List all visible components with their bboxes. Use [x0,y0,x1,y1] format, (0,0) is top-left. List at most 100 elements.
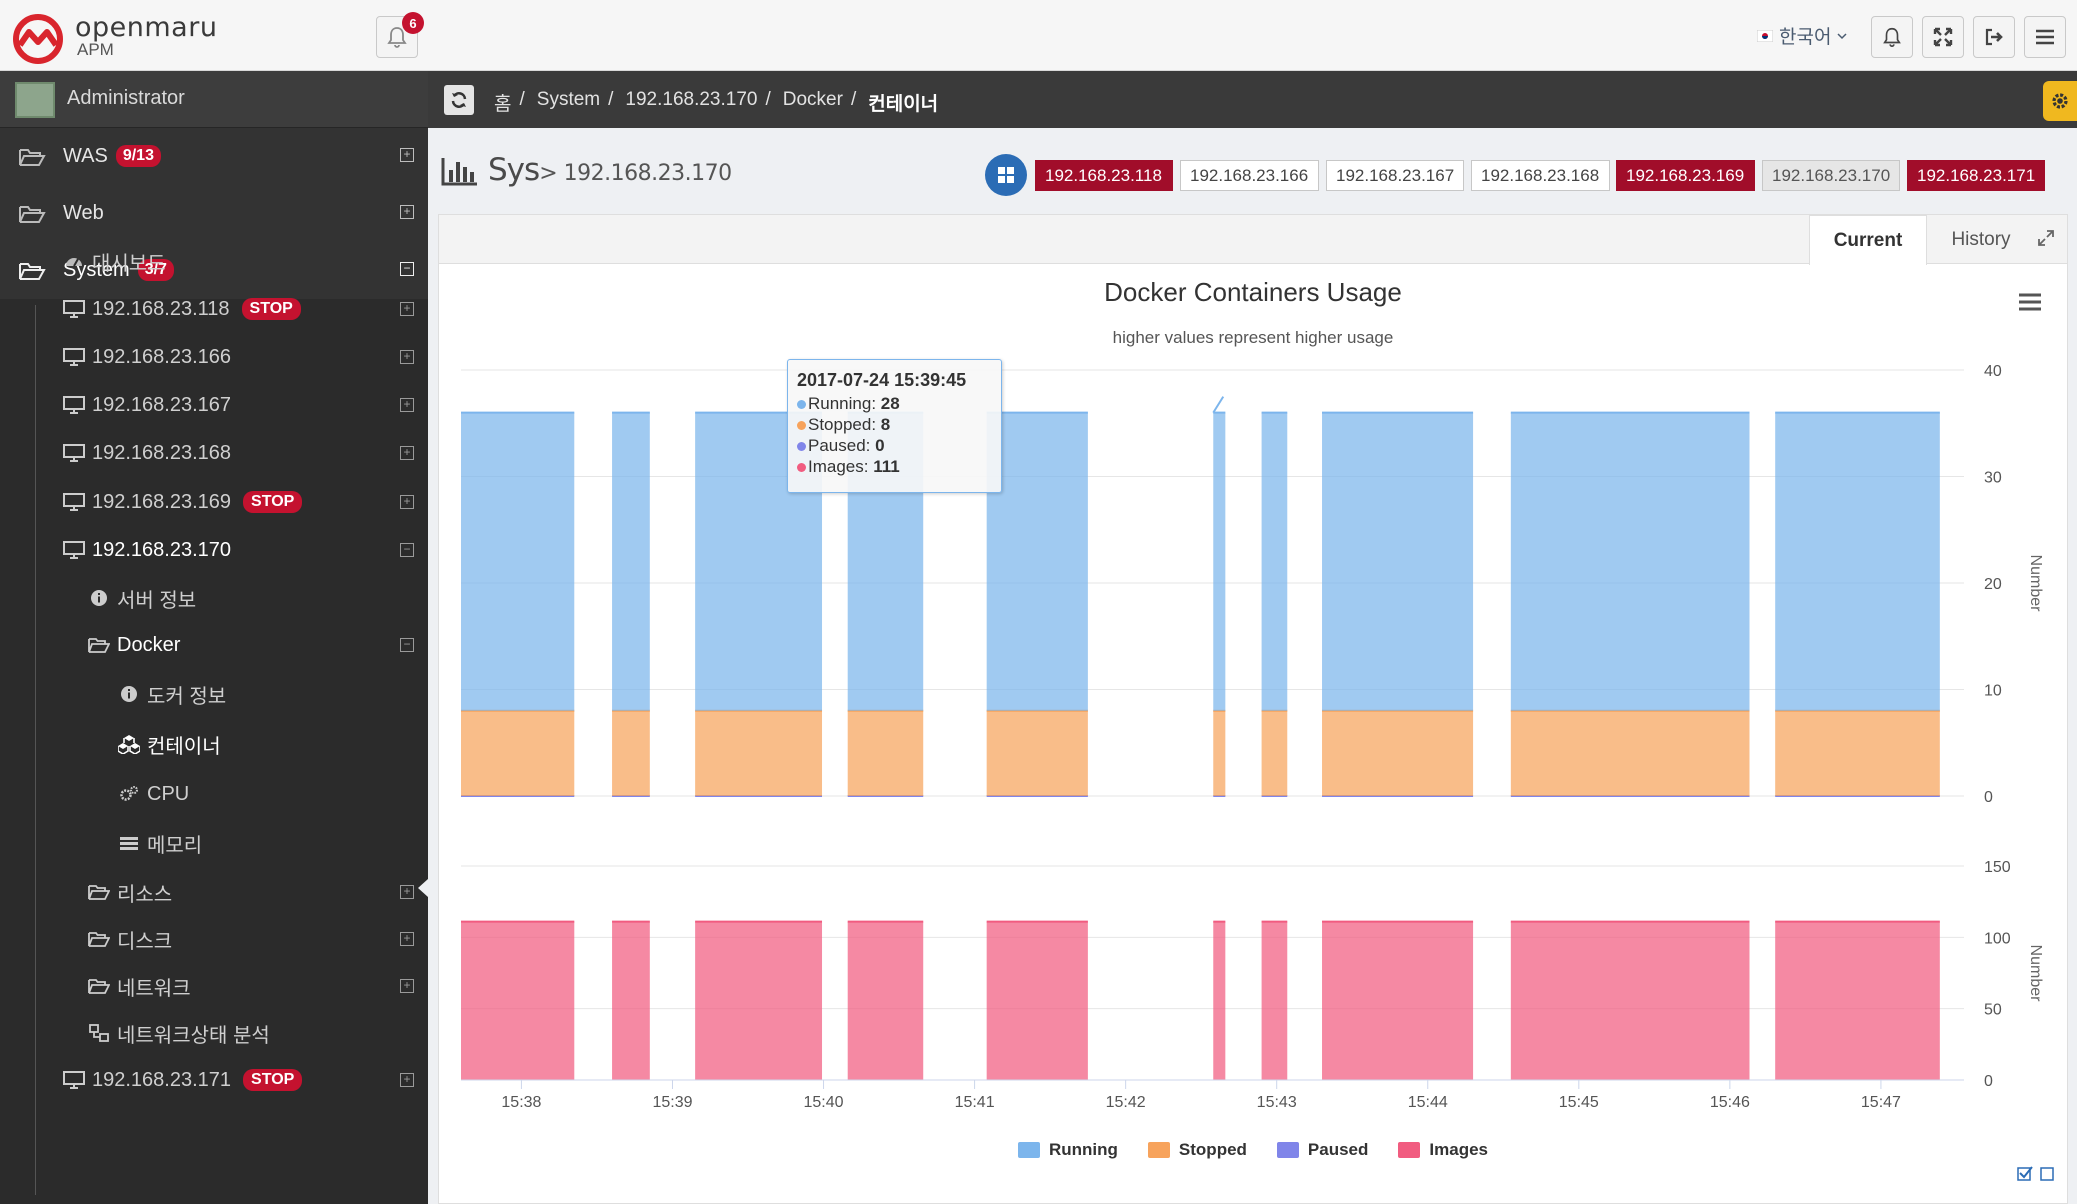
x-tick-label-4: 15:42 [1106,1094,1146,1111]
checkbox-checked-icon[interactable] [2017,1165,2033,1181]
server-button-5[interactable]: 192.168.23.170 [1762,160,1900,191]
sidebar-item-label: 192.168.23.166 [92,345,232,368]
area-running-7 [1322,412,1474,711]
server-button-0[interactable]: 192.168.23.118 [1035,160,1173,191]
tooltip-row-paused: Paused: 0 [797,435,1001,456]
expand-icon[interactable]: + [400,446,414,460]
sidebar-item-16[interactable]: 네트워크상태 분석 [87,1013,270,1053]
page-title-text: Sys [488,152,540,188]
tooltip-row-stopped: Stopped: 8 [797,414,1001,435]
sidebar-item-14[interactable]: 디스크 [87,919,172,959]
breadcrumb-separator: / [608,89,614,110]
breadcrumb-item-1[interactable]: System [536,89,601,110]
server-button-3[interactable]: 192.168.23.168 [1471,160,1610,191]
logout-button[interactable] [1973,16,2015,58]
server-grid-button[interactable] [985,154,1027,196]
grid-icon [998,167,1014,183]
sidebar-item-10[interactable]: 컨테이너 [117,724,221,764]
server-button-6[interactable]: 192.168.23.171 [1907,160,2045,191]
chevron-down-icon [1837,32,1847,39]
server-button-1[interactable]: 192.168.23.166 [1180,160,1319,191]
sidebar-item-label: WAS [63,145,108,167]
expand-icon[interactable]: + [400,350,414,364]
area-running-1 [612,412,650,711]
area-stopped-6 [1261,710,1288,796]
user-row[interactable]: Administrator [0,71,428,128]
expand-icon[interactable]: + [400,932,414,946]
sidebar-item-17[interactable]: 192.168.23.171 STOP [62,1060,303,1100]
folder-icon [87,977,111,995]
collapse-icon[interactable]: − [400,638,414,652]
sidebar-item-web[interactable]: Web + [0,185,428,242]
refresh-button[interactable] [444,85,474,115]
sidebar-item-5[interactable]: 192.168.23.169 STOP [62,482,303,522]
breadcrumb-item-2[interactable]: 192.168.23.170 [625,89,758,110]
tab-current[interactable]: Current [1809,215,1927,265]
language-selector[interactable]: 한국어 [1757,22,1847,49]
sidebar-item-15[interactable]: 네트워크 [87,966,191,1006]
fullscreen-button[interactable] [1922,16,1964,58]
expand-icon[interactable]: + [400,885,414,899]
tab-history[interactable]: History [1951,228,2011,250]
y-tick-label-0-3: 30 [1984,470,2002,487]
legend-label: Paused [1307,1140,1369,1159]
gear-icon [2052,93,2068,109]
collapse-icon[interactable]: − [400,543,414,557]
bell-icon [387,27,407,48]
folder-icon [87,930,111,948]
y-tick-label-0-0: 0 [1984,789,1993,806]
legend-item-images[interactable]: Images [1398,1140,1488,1160]
server-button-2[interactable]: 192.168.23.167 [1326,160,1464,191]
sidebar-item-8[interactable]: Docker [87,625,180,665]
server-button-4[interactable]: 192.168.23.169 [1616,160,1755,191]
monitor-icon [62,444,86,462]
hamburger-icon [2036,29,2054,45]
breadcrumb-item-3[interactable]: Docker [782,89,843,110]
sidebar-item-4[interactable]: 192.168.23.168 [62,433,231,473]
sidebar-item-7[interactable]: 서버 정보 [87,578,196,618]
sidebar-item-0[interactable]: 대시보드 [62,241,166,281]
expand-icon[interactable]: + [400,1073,414,1087]
sidebar-item-6[interactable]: 192.168.23.170 [62,530,231,570]
notification-count-badge: 6 [402,12,424,34]
checkbox-empty-icon[interactable] [2039,1165,2055,1181]
sidebar-item-1[interactable]: 192.168.23.118 STOP [62,289,301,329]
legend-label: Running [1049,1140,1118,1159]
main-menu-button[interactable] [2024,16,2066,58]
sidebar-item-11[interactable]: CPU [117,774,189,814]
y-tick-label-1-1: 50 [1984,1002,2002,1019]
sidebar-item-13[interactable]: 리소스 [87,872,172,912]
sidebar-item-12[interactable]: 메모리 [117,823,202,863]
expand-icon[interactable]: + [400,205,414,219]
memory-icon [117,835,141,851]
folder-open-icon [19,206,46,223]
expand-icon[interactable]: + [400,979,414,993]
sidebar-item-was[interactable]: WAS 9/13 + [0,128,428,185]
sidebar-item-9[interactable]: 도커 정보 [117,674,226,714]
legend-item-paused[interactable]: Paused [1276,1140,1369,1160]
expand-icon[interactable]: + [400,398,414,412]
expand-icon[interactable]: + [400,495,414,509]
spike-line [1212,396,1225,414]
sidebar-item-2[interactable]: 192.168.23.166 [62,337,231,377]
area-images-3 [847,921,924,1080]
collapse-icon[interactable]: − [400,262,414,276]
sidebar-item-label: 디스크 [117,930,173,953]
page-title: Sys> 192.168.23.170 [488,152,732,188]
monitor-icon [62,1071,86,1089]
legend-item-running[interactable]: Running [1018,1140,1118,1160]
sidebar-item-3[interactable]: 192.168.23.167 [62,385,231,425]
chart-menu-icon[interactable] [2017,291,2043,313]
expand-icon[interactable] [2037,229,2055,247]
expand-icon[interactable]: + [400,148,414,162]
sidebar-item-label: 192.168.23.118 [92,297,230,320]
expand-icon[interactable]: + [400,302,414,316]
system-submenu [0,299,428,1204]
legend-item-stopped[interactable]: Stopped [1147,1140,1247,1160]
settings-button[interactable] [2043,81,2077,121]
alerts-button[interactable] [1871,16,1913,58]
openmaru-logo[interactable] [12,13,64,65]
tooltip-row-images: Images: 111 [797,456,1001,477]
notification-button[interactable] [376,16,418,58]
breadcrumb-item-0[interactable]: 홈 [494,94,512,115]
